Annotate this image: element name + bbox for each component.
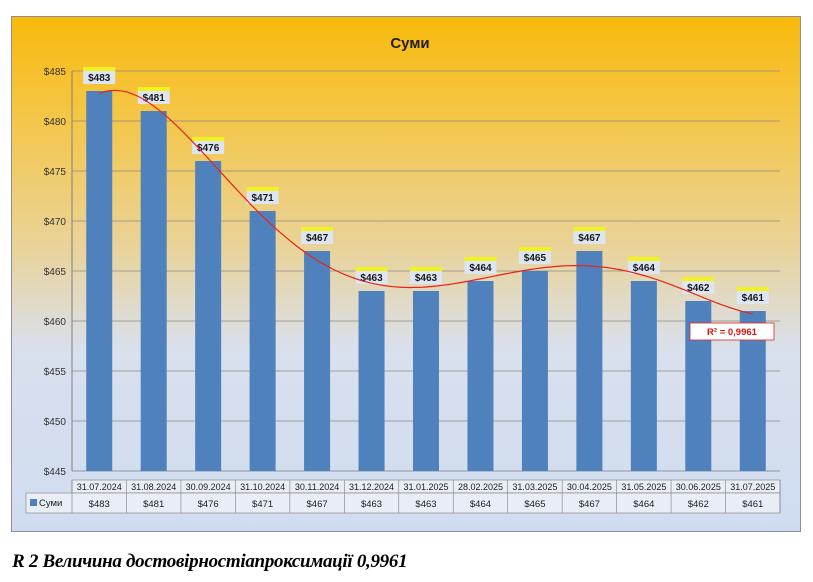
data-label-highlight xyxy=(573,227,606,231)
x-category-label: 31.12.2024 xyxy=(349,482,394,492)
table-value: $471 xyxy=(252,499,273,510)
table-value: $483 xyxy=(89,499,110,510)
bar xyxy=(576,251,603,471)
data-label: $464 xyxy=(469,263,492,274)
x-category-label: 31.03.2025 xyxy=(512,482,557,492)
data-label-highlight xyxy=(464,257,497,261)
data-label-box xyxy=(736,287,769,304)
y-tick-label: $455 xyxy=(44,367,67,378)
y-tick-label: $465 xyxy=(44,267,67,278)
y-tick-label: $445 xyxy=(44,467,67,478)
data-label-highlight xyxy=(410,267,442,271)
data-label-box xyxy=(301,227,334,244)
data-label-box xyxy=(627,257,660,274)
y-tick-label: $470 xyxy=(44,217,67,228)
data-label: $471 xyxy=(251,193,274,204)
x-category-label: 31.10.2024 xyxy=(240,482,285,492)
data-label-highlight xyxy=(301,227,334,231)
data-label-highlight xyxy=(627,257,660,261)
table-value: $464 xyxy=(470,499,491,510)
bar xyxy=(86,91,113,471)
data-label: $463 xyxy=(360,273,383,284)
y-tick-label: $460 xyxy=(44,317,67,328)
r2-label-box xyxy=(689,322,775,341)
data-label-highlight xyxy=(192,137,225,141)
data-label: $467 xyxy=(578,233,601,244)
bar xyxy=(413,291,439,471)
caption: R 2 Величина достовірностіапроксимації 0… xyxy=(12,551,408,572)
x-category-label: 31.01.2025 xyxy=(403,482,448,492)
bar xyxy=(467,281,494,471)
x-category-label: 31.05.2025 xyxy=(621,482,666,492)
data-label-highlight xyxy=(736,287,769,291)
data-label: $462 xyxy=(687,283,710,294)
data-label-highlight xyxy=(246,187,279,191)
table-value: $476 xyxy=(198,499,219,510)
data-label: $476 xyxy=(197,143,220,154)
trendline xyxy=(99,89,753,315)
data-label-highlight xyxy=(83,67,116,71)
table-value: $465 xyxy=(524,499,545,510)
data-label-box xyxy=(464,257,497,274)
bar xyxy=(249,211,276,471)
data-label-box xyxy=(573,227,606,244)
table-value: $464 xyxy=(633,499,654,510)
data-label: $481 xyxy=(143,93,166,104)
x-category-label: 30.11.2024 xyxy=(295,482,339,492)
chart-svg: Суми $445 $450 $455 $460 $465 $470 $475 $480 $48… xyxy=(25,35,781,514)
data-label-box xyxy=(83,67,116,84)
bar xyxy=(304,251,331,471)
data-label: $467 xyxy=(306,233,329,244)
table-value: $463 xyxy=(361,499,382,510)
r2-label: R² = 0,9961 xyxy=(707,327,758,338)
data-label-box xyxy=(518,247,551,264)
legend-key xyxy=(30,499,37,506)
bar xyxy=(140,111,167,471)
table-value: $463 xyxy=(415,499,436,510)
x-category-label: 31.07.2024 xyxy=(77,482,122,492)
data-label-highlight xyxy=(518,247,551,251)
data-label: $465 xyxy=(524,253,547,264)
data-label: $461 xyxy=(742,293,765,304)
data-label: $464 xyxy=(633,263,656,274)
data-label-box xyxy=(137,87,170,104)
y-tick-label: $450 xyxy=(44,417,67,428)
y-tick-label: $485 xyxy=(44,67,67,78)
data-label: $483 xyxy=(88,73,111,84)
table-value: $461 xyxy=(742,499,763,510)
data-label-highlight xyxy=(137,87,170,91)
x-category-label: 30.04.2025 xyxy=(567,482,612,492)
bar xyxy=(358,291,385,471)
x-category-label: 28.02.2025 xyxy=(458,482,503,492)
data-label-highlight xyxy=(682,277,715,281)
data-label-box xyxy=(355,267,388,284)
table-value: $467 xyxy=(579,499,600,510)
bar xyxy=(630,281,657,471)
table-value: $467 xyxy=(307,499,328,510)
x-category-label: 31.07.2025 xyxy=(730,482,775,492)
data-label-box xyxy=(246,187,279,204)
chart-title: Суми xyxy=(390,35,429,52)
table-value-row xyxy=(25,492,781,514)
x-category-label: 30.06.2025 xyxy=(676,482,721,492)
legend-label: Суми xyxy=(39,498,62,509)
data-label-box xyxy=(410,267,442,284)
y-tick-label: $480 xyxy=(44,117,67,128)
table-value: $462 xyxy=(688,499,709,510)
x-category-label: 30.09.2024 xyxy=(186,482,231,492)
data-label-box xyxy=(682,277,715,294)
bar xyxy=(521,271,548,471)
bar xyxy=(195,161,222,471)
table-value: $481 xyxy=(143,499,164,510)
data-label-highlight xyxy=(355,267,388,271)
y-tick-label: $475 xyxy=(44,167,67,178)
data-label: $463 xyxy=(415,273,438,284)
x-category-label: 31.08.2024 xyxy=(131,482,176,492)
